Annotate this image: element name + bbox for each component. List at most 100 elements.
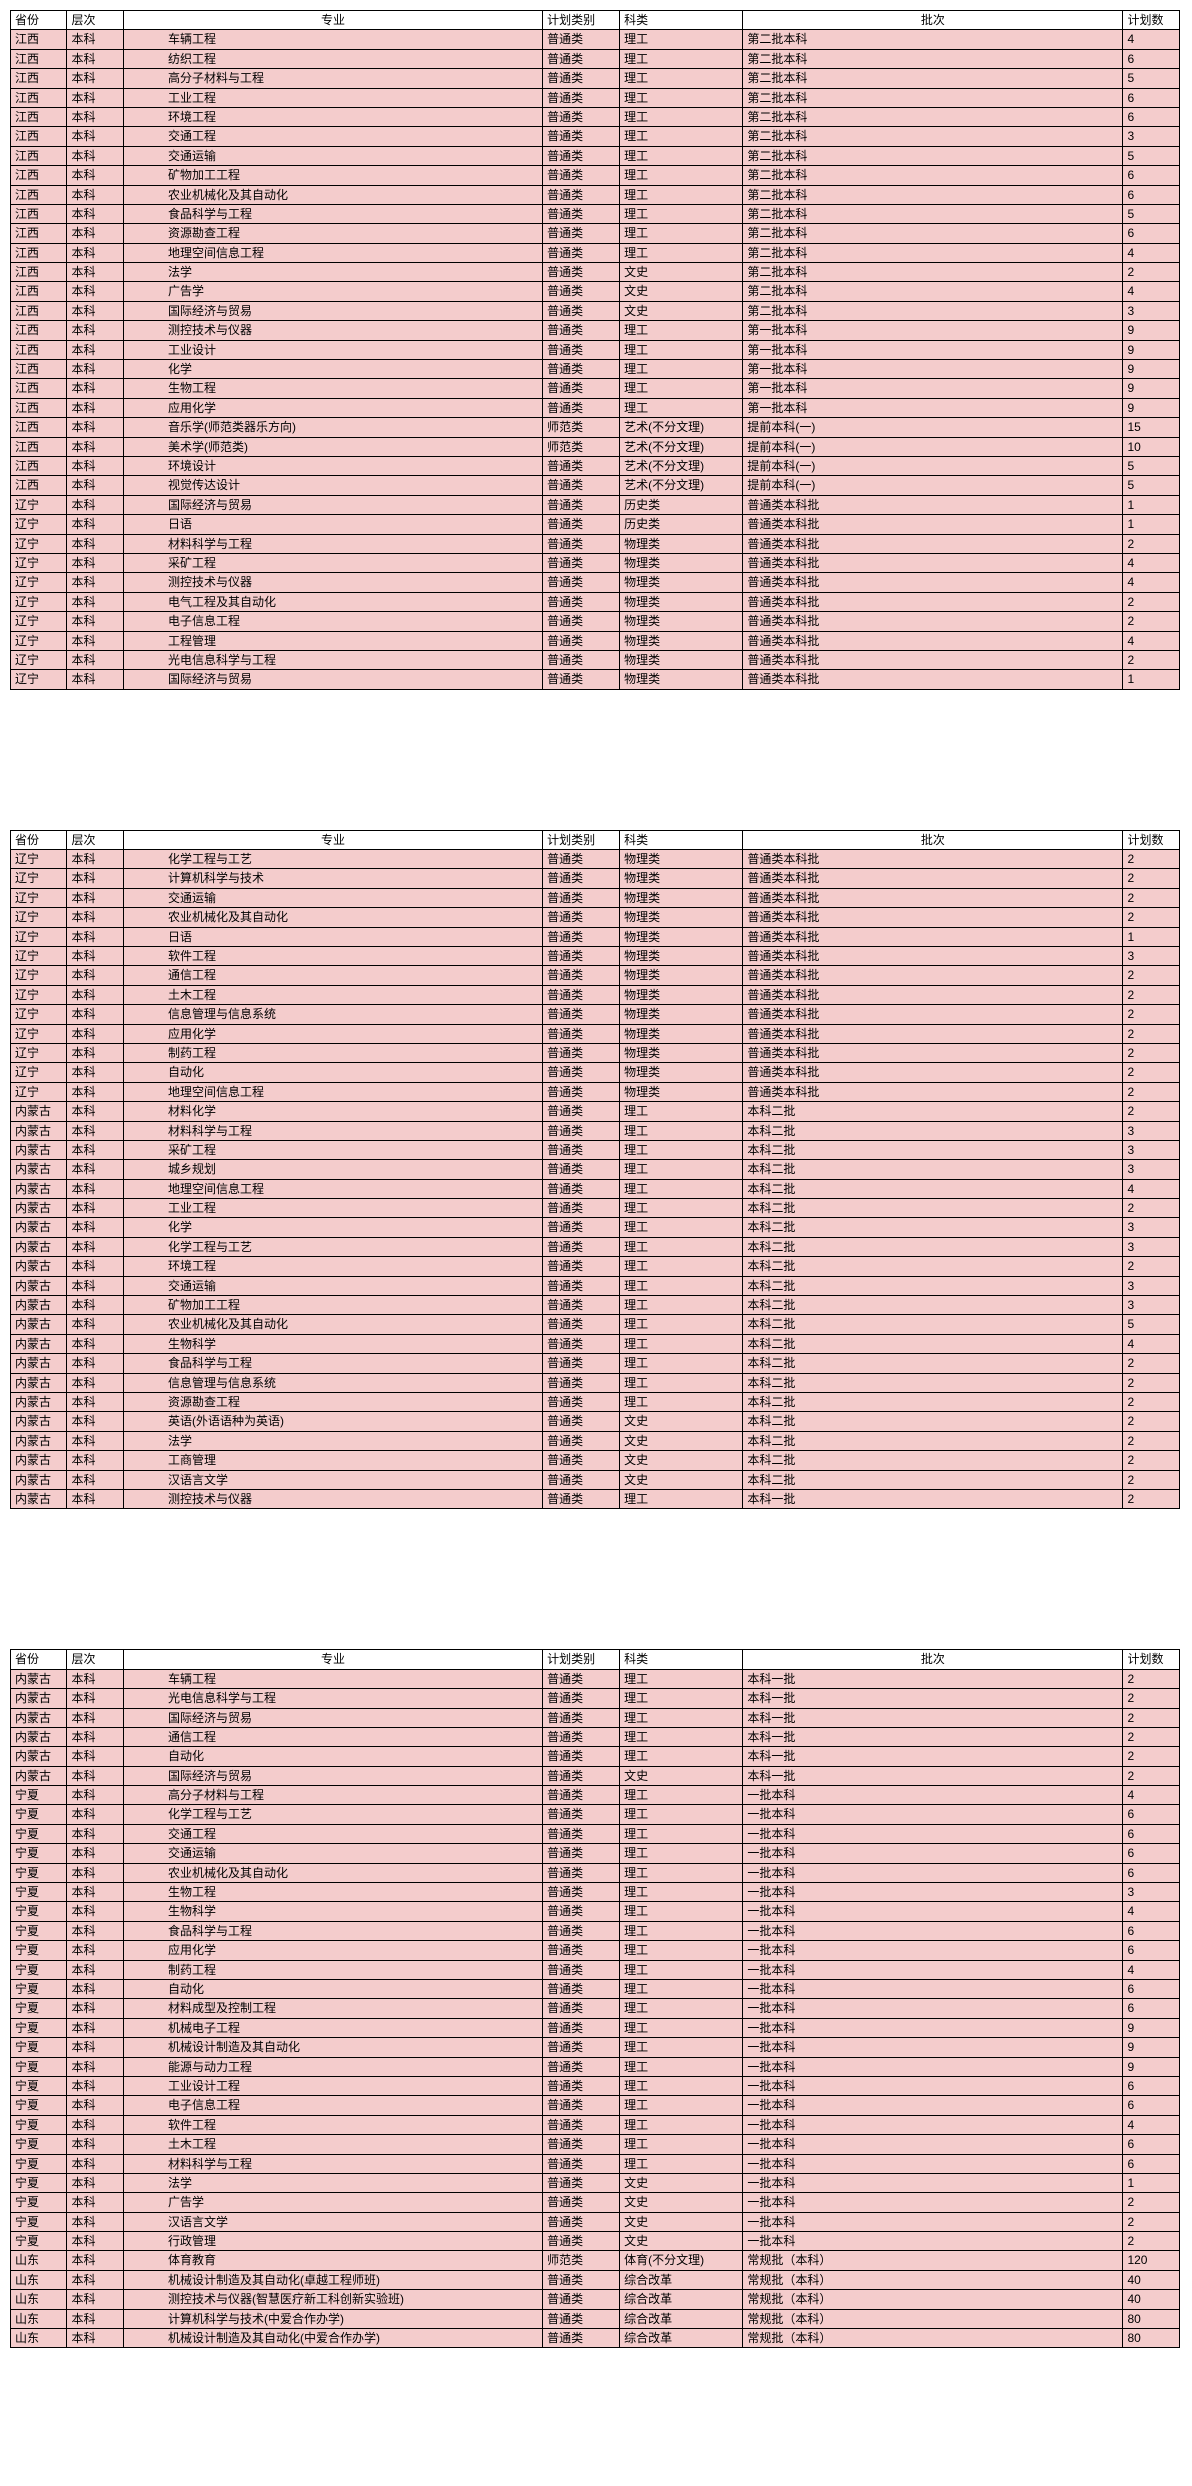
cell: 2 (1123, 1354, 1180, 1373)
cell: 3 (1123, 1160, 1180, 1179)
cell: 文史 (620, 1766, 743, 1785)
cell: 普通类 (543, 1237, 620, 1256)
cell: 江西 (11, 437, 67, 456)
cell: 本科 (67, 321, 123, 340)
cell: 本科 (67, 1824, 123, 1843)
cell: 物理类 (620, 534, 743, 553)
cell: 交通运输 (123, 888, 542, 907)
cell: 普通类 (543, 1393, 620, 1412)
cell: 6 (1123, 224, 1180, 243)
cell: 一批本科 (743, 2115, 1123, 2134)
cell: 本科 (67, 612, 123, 631)
cell: 江西 (11, 107, 67, 126)
table-row: 宁夏本科高分子材料与工程普通类理工一批本科4 (11, 1786, 1180, 1805)
cell: 一批本科 (743, 2076, 1123, 2095)
cell: 2 (1123, 2212, 1180, 2231)
cell: 普通类 (543, 243, 620, 262)
cell: 辽宁 (11, 1024, 67, 1043)
cell: 历史类 (620, 515, 743, 534)
cell: 普通类本科批 (743, 631, 1123, 650)
cell: 江西 (11, 49, 67, 68)
cell: 1 (1123, 2173, 1180, 2192)
table-row: 宁夏本科交通工程普通类理工一批本科6 (11, 1824, 1180, 1843)
cell: 高分子材料与工程 (123, 69, 542, 88)
cell: 本科 (67, 1747, 123, 1766)
cell: 生物科学 (123, 1334, 542, 1353)
col-header: 层次 (67, 11, 123, 30)
cell: 综合改革 (620, 2329, 743, 2348)
cell: 一批本科 (743, 1786, 1123, 1805)
cell: 2 (1123, 1727, 1180, 1746)
cell: 普通类 (543, 2135, 620, 2154)
cell: 内蒙古 (11, 1257, 67, 1276)
cell: 理工 (620, 360, 743, 379)
table-row: 辽宁本科日语普通类物理类普通类本科批1 (11, 927, 1180, 946)
cell: 本科 (67, 1218, 123, 1237)
table-row: 宁夏本科农业机械化及其自动化普通类理工一批本科6 (11, 1863, 1180, 1882)
cell: 国际经济与贸易 (123, 301, 542, 320)
cell: 江西 (11, 243, 67, 262)
table-row: 江西本科车辆工程普通类理工第二批本科4 (11, 30, 1180, 49)
cell: 本科 (67, 243, 123, 262)
cell: 交通运输 (123, 1844, 542, 1863)
cell: 宁夏 (11, 2057, 67, 2076)
cell: 普通类 (543, 2115, 620, 2134)
cell: 国际经济与贸易 (123, 495, 542, 514)
table-row: 内蒙古本科材料科学与工程普通类理工本科二批3 (11, 1121, 1180, 1140)
cell: 理工 (620, 1902, 743, 1921)
cell: 物理类 (620, 927, 743, 946)
cell: 理工 (620, 1863, 743, 1882)
cell: 理工 (620, 243, 743, 262)
table-row: 江西本科矿物加工工程普通类理工第二批本科6 (11, 166, 1180, 185)
cell: 辽宁 (11, 631, 67, 650)
cell: 理工 (620, 1393, 743, 1412)
cell: 物理类 (620, 947, 743, 966)
table-row: 辽宁本科国际经济与贸易普通类物理类普通类本科批1 (11, 670, 1180, 689)
cell: 采矿工程 (123, 553, 542, 572)
cell: 理工 (620, 1883, 743, 1902)
cell: 交通工程 (123, 127, 542, 146)
cell: 电气工程及其自动化 (123, 592, 542, 611)
cell: 江西 (11, 224, 67, 243)
cell: 2 (1123, 650, 1180, 669)
col-header: 专业 (123, 11, 542, 30)
table-row: 江西本科化学普通类理工第一批本科9 (11, 360, 1180, 379)
cell: 生物工程 (123, 379, 542, 398)
cell: 国际经济与贸易 (123, 670, 542, 689)
cell: 2 (1123, 1451, 1180, 1470)
cell: 工业设计 (123, 340, 542, 359)
cell: 辽宁 (11, 947, 67, 966)
table-row: 江西本科农业机械化及其自动化普通类理工第二批本科6 (11, 185, 1180, 204)
cell: 第二批本科 (743, 301, 1123, 320)
cell: 本科 (67, 379, 123, 398)
table-row: 江西本科工业设计普通类理工第一批本科9 (11, 340, 1180, 359)
cell: 普通类本科批 (743, 850, 1123, 869)
table-row: 江西本科交通运输普通类理工第二批本科5 (11, 146, 1180, 165)
cell: 测控技术与仪器 (123, 1489, 542, 1508)
cell: 4 (1123, 553, 1180, 572)
cell: 2 (1123, 1063, 1180, 1082)
cell: 本科一批 (743, 1727, 1123, 1746)
cell: 普通类 (543, 2329, 620, 2348)
cell: 理工 (620, 2057, 743, 2076)
table-row: 江西本科交通工程普通类理工第二批本科3 (11, 127, 1180, 146)
cell: 材料科学与工程 (123, 534, 542, 553)
cell: 第二批本科 (743, 69, 1123, 88)
cell: 内蒙古 (11, 1160, 67, 1179)
cell: 理工 (620, 2115, 743, 2134)
cell: 普通类 (543, 107, 620, 126)
cell: 4 (1123, 282, 1180, 301)
cell: 农业机械化及其自动化 (123, 1315, 542, 1334)
cell: 工业工程 (123, 88, 542, 107)
cell: 普通类 (543, 2076, 620, 2095)
table-row: 辽宁本科制药工程普通类物理类普通类本科批2 (11, 1043, 1180, 1062)
cell: 普通类 (543, 650, 620, 669)
cell: 理工 (620, 1121, 743, 1140)
cell: 普通类 (543, 1315, 620, 1334)
cell: 普通类 (543, 1863, 620, 1882)
cell: 普通类本科批 (743, 1005, 1123, 1024)
cell: 普通类 (543, 88, 620, 107)
cell: 2 (1123, 1257, 1180, 1276)
col-header: 计划数 (1123, 11, 1180, 30)
cell: 视觉传达设计 (123, 476, 542, 495)
